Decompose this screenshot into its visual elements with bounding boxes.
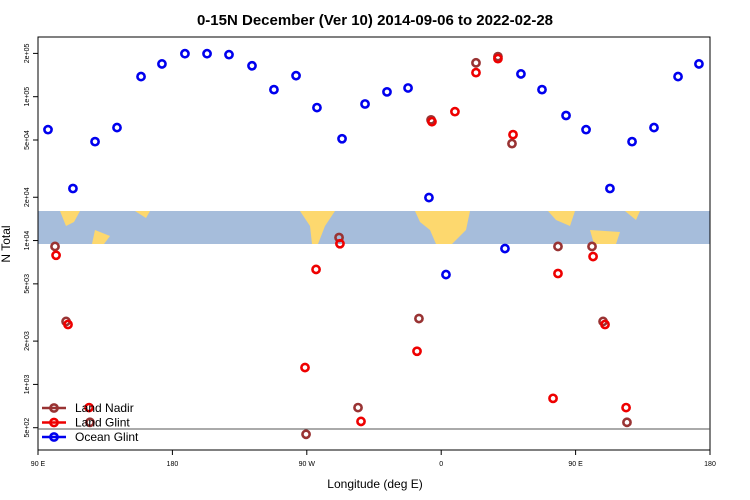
point bbox=[471, 67, 481, 78]
map-strip bbox=[38, 211, 710, 244]
point bbox=[581, 124, 591, 135]
x-tick-label: 90 E bbox=[568, 461, 583, 468]
point bbox=[621, 402, 631, 413]
legend-label: Land Glint bbox=[75, 416, 130, 430]
y-tick-label: 2e+04 bbox=[24, 187, 31, 207]
point bbox=[694, 59, 704, 69]
point bbox=[180, 48, 190, 59]
point bbox=[548, 393, 558, 404]
y-tick-label: 5e+03 bbox=[24, 274, 31, 294]
legend-marker bbox=[49, 432, 59, 442]
point bbox=[471, 57, 481, 68]
point bbox=[382, 86, 392, 97]
y-axis-label: N Total bbox=[0, 225, 13, 262]
x-tick-label: 90 W bbox=[299, 461, 316, 468]
y-tick-label: 2e+03 bbox=[24, 331, 31, 351]
x-axis-label: Longitude (deg E) bbox=[327, 477, 422, 491]
point bbox=[112, 122, 122, 133]
point bbox=[588, 251, 598, 262]
x-tick-label: 180 bbox=[704, 461, 716, 468]
point bbox=[561, 110, 571, 121]
point bbox=[247, 60, 257, 71]
point bbox=[649, 122, 659, 133]
chart-title: 0-15N December (Ver 10) 2014-09-06 to 20… bbox=[197, 12, 553, 29]
point bbox=[63, 319, 73, 330]
point bbox=[500, 243, 510, 254]
point bbox=[85, 417, 95, 428]
point bbox=[360, 99, 370, 109]
point bbox=[553, 241, 563, 252]
point bbox=[412, 346, 422, 357]
point bbox=[51, 250, 61, 261]
point bbox=[450, 106, 460, 117]
point bbox=[50, 241, 60, 252]
point bbox=[353, 402, 363, 413]
point bbox=[202, 48, 212, 59]
y-tick-label: 2e+05 bbox=[24, 43, 31, 63]
point bbox=[424, 192, 434, 203]
legend-label: Land Nadir bbox=[75, 401, 134, 415]
point bbox=[301, 429, 311, 440]
plot-frame bbox=[37, 36, 711, 451]
point bbox=[312, 102, 322, 113]
point bbox=[291, 70, 301, 81]
point bbox=[224, 49, 234, 60]
legend-marker bbox=[49, 417, 59, 428]
point bbox=[622, 417, 632, 428]
point bbox=[507, 138, 517, 149]
point bbox=[337, 133, 347, 144]
point bbox=[516, 69, 526, 79]
point bbox=[553, 268, 563, 279]
x-tick-label: 180 bbox=[167, 461, 179, 468]
point bbox=[600, 319, 610, 330]
point bbox=[43, 124, 53, 135]
point bbox=[68, 183, 78, 194]
point bbox=[414, 313, 424, 324]
point bbox=[508, 129, 518, 140]
point bbox=[441, 269, 451, 280]
point bbox=[269, 84, 279, 95]
point bbox=[427, 116, 437, 127]
point bbox=[84, 402, 94, 413]
point bbox=[403, 83, 413, 93]
point bbox=[300, 362, 310, 373]
point bbox=[311, 264, 321, 275]
point bbox=[157, 59, 167, 69]
y-tick-label: 1e+03 bbox=[24, 374, 31, 394]
point bbox=[605, 183, 615, 194]
x-tick-label: 90 E bbox=[31, 461, 46, 468]
point bbox=[493, 53, 503, 64]
point bbox=[90, 136, 100, 147]
point bbox=[627, 136, 637, 147]
y-tick-label: 5e+02 bbox=[24, 418, 31, 438]
y-tick-label: 1e+05 bbox=[24, 87, 31, 107]
point bbox=[587, 241, 597, 252]
x-tick-label: 0 bbox=[439, 461, 443, 468]
point bbox=[537, 84, 547, 95]
point bbox=[335, 238, 345, 249]
point bbox=[356, 416, 366, 427]
y-tick-label: 5e+04 bbox=[24, 130, 31, 150]
y-tick-label: 1e+04 bbox=[24, 231, 31, 251]
point bbox=[136, 71, 146, 82]
legend-label: Ocean Glint bbox=[75, 430, 139, 444]
point bbox=[673, 71, 683, 82]
legend-marker bbox=[49, 403, 59, 413]
